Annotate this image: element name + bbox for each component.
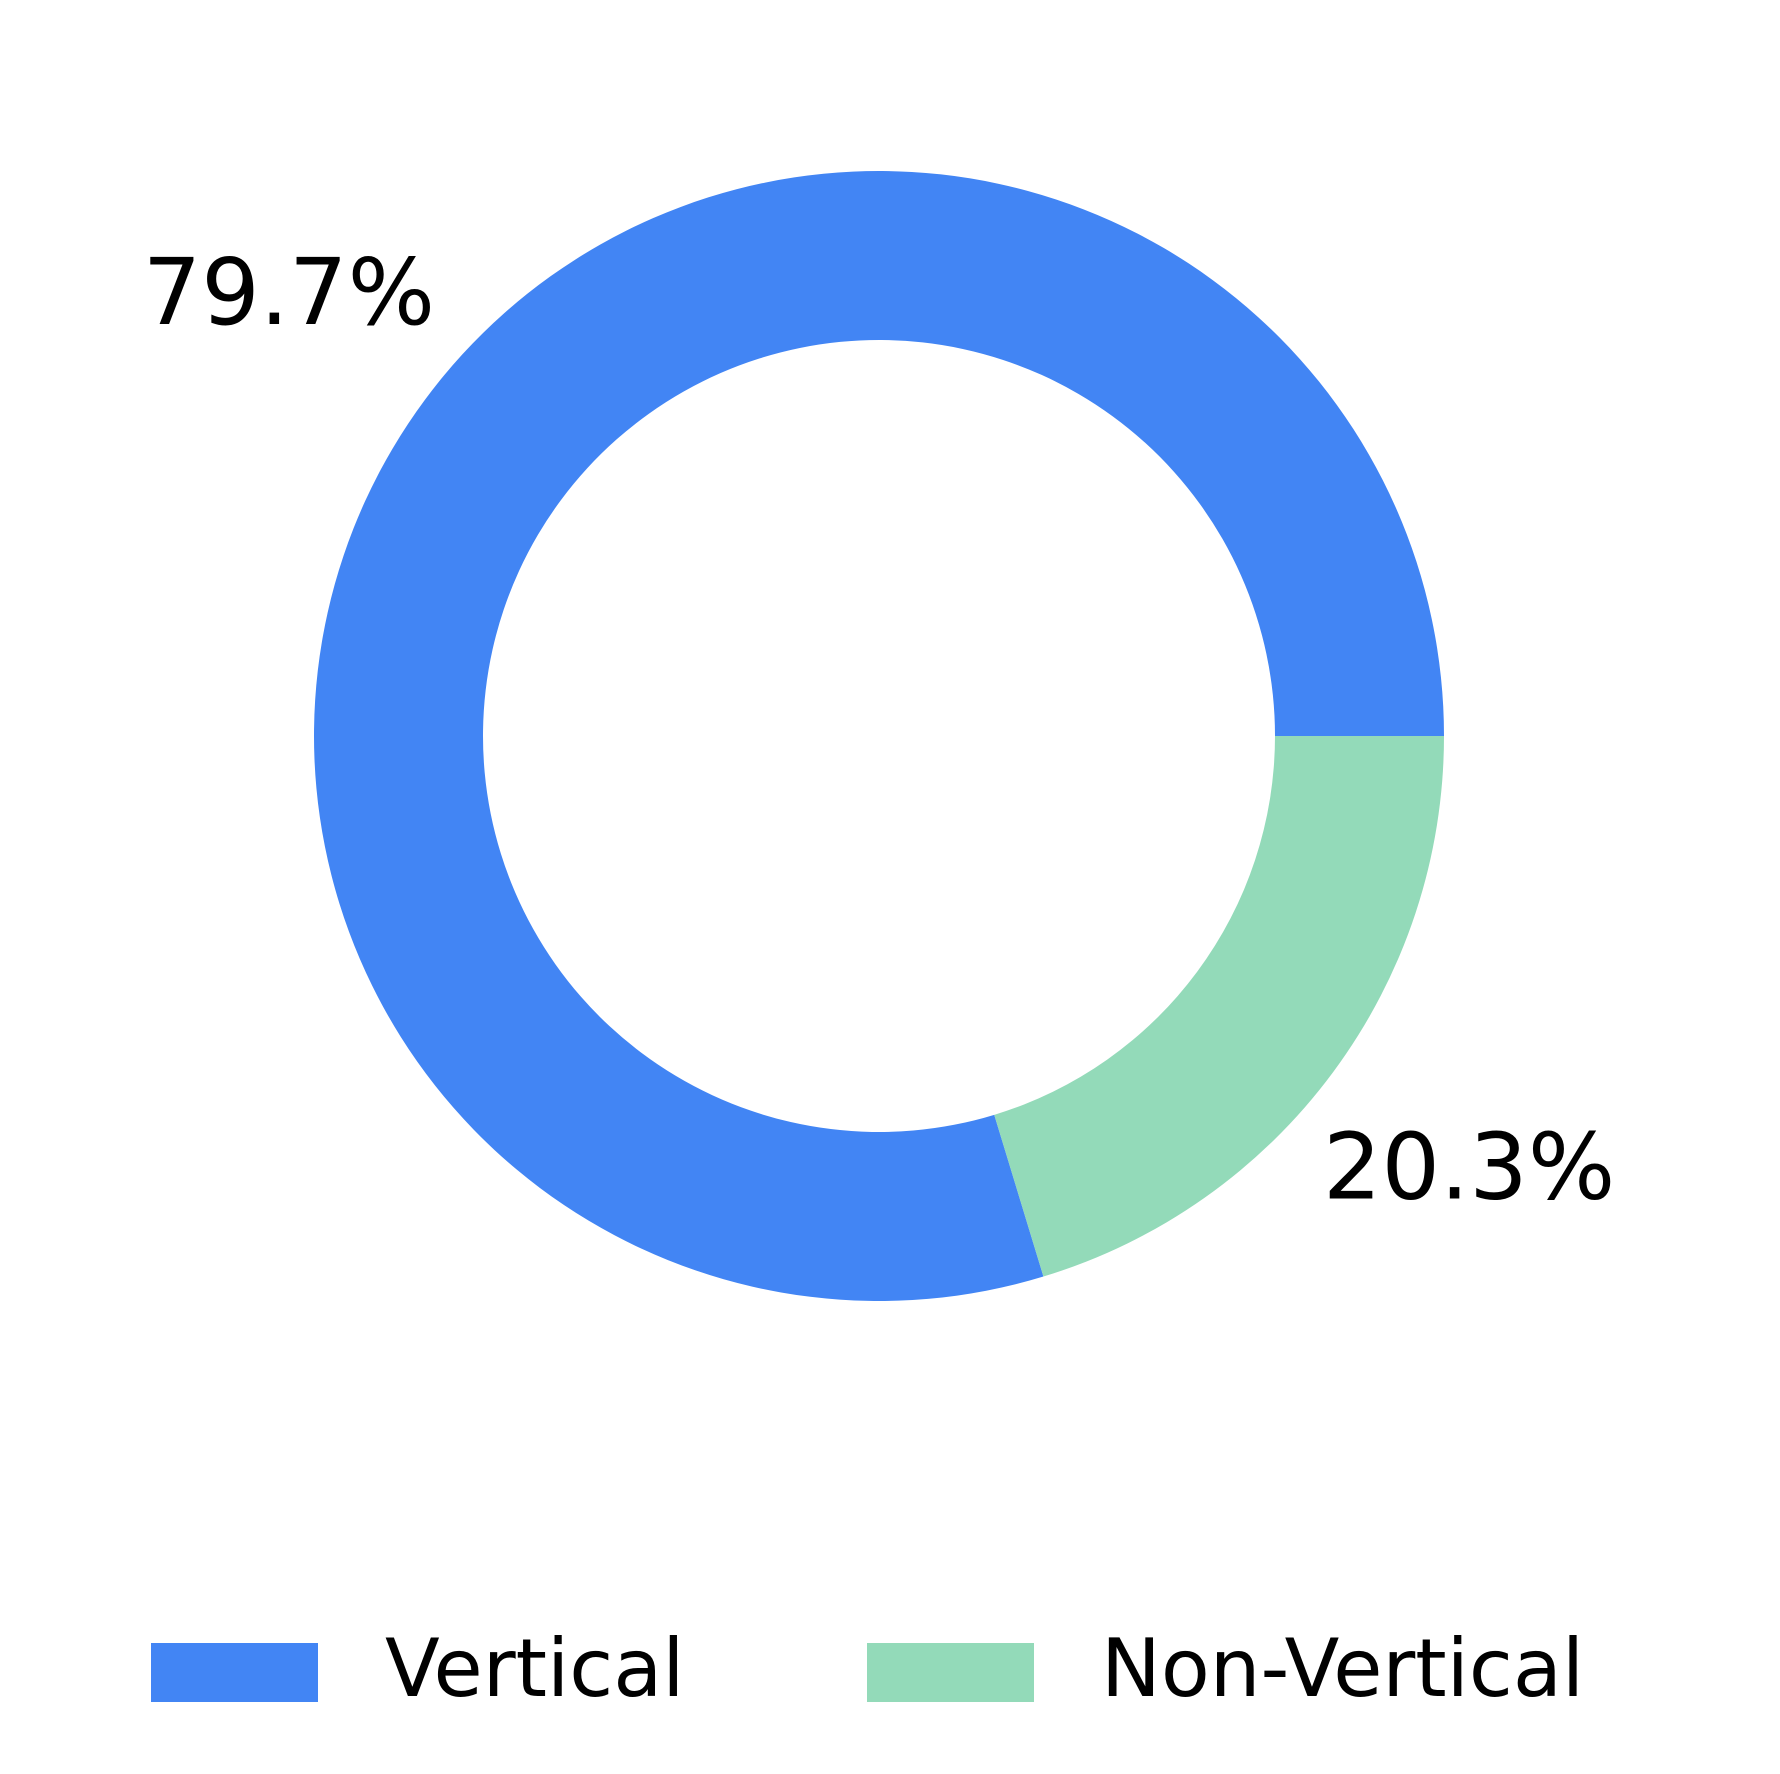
- donut-segment: [994, 736, 1444, 1277]
- legend-swatch: [151, 1643, 318, 1702]
- legend-swatch: [867, 1643, 1034, 1702]
- value-label: 79.7%: [143, 239, 435, 346]
- donut-segment: [314, 170, 1445, 1302]
- value-label: 20.3%: [1323, 1114, 1615, 1221]
- legend-label: Non-Vertical: [1101, 1622, 1584, 1715]
- legend-label: Vertical: [385, 1622, 684, 1715]
